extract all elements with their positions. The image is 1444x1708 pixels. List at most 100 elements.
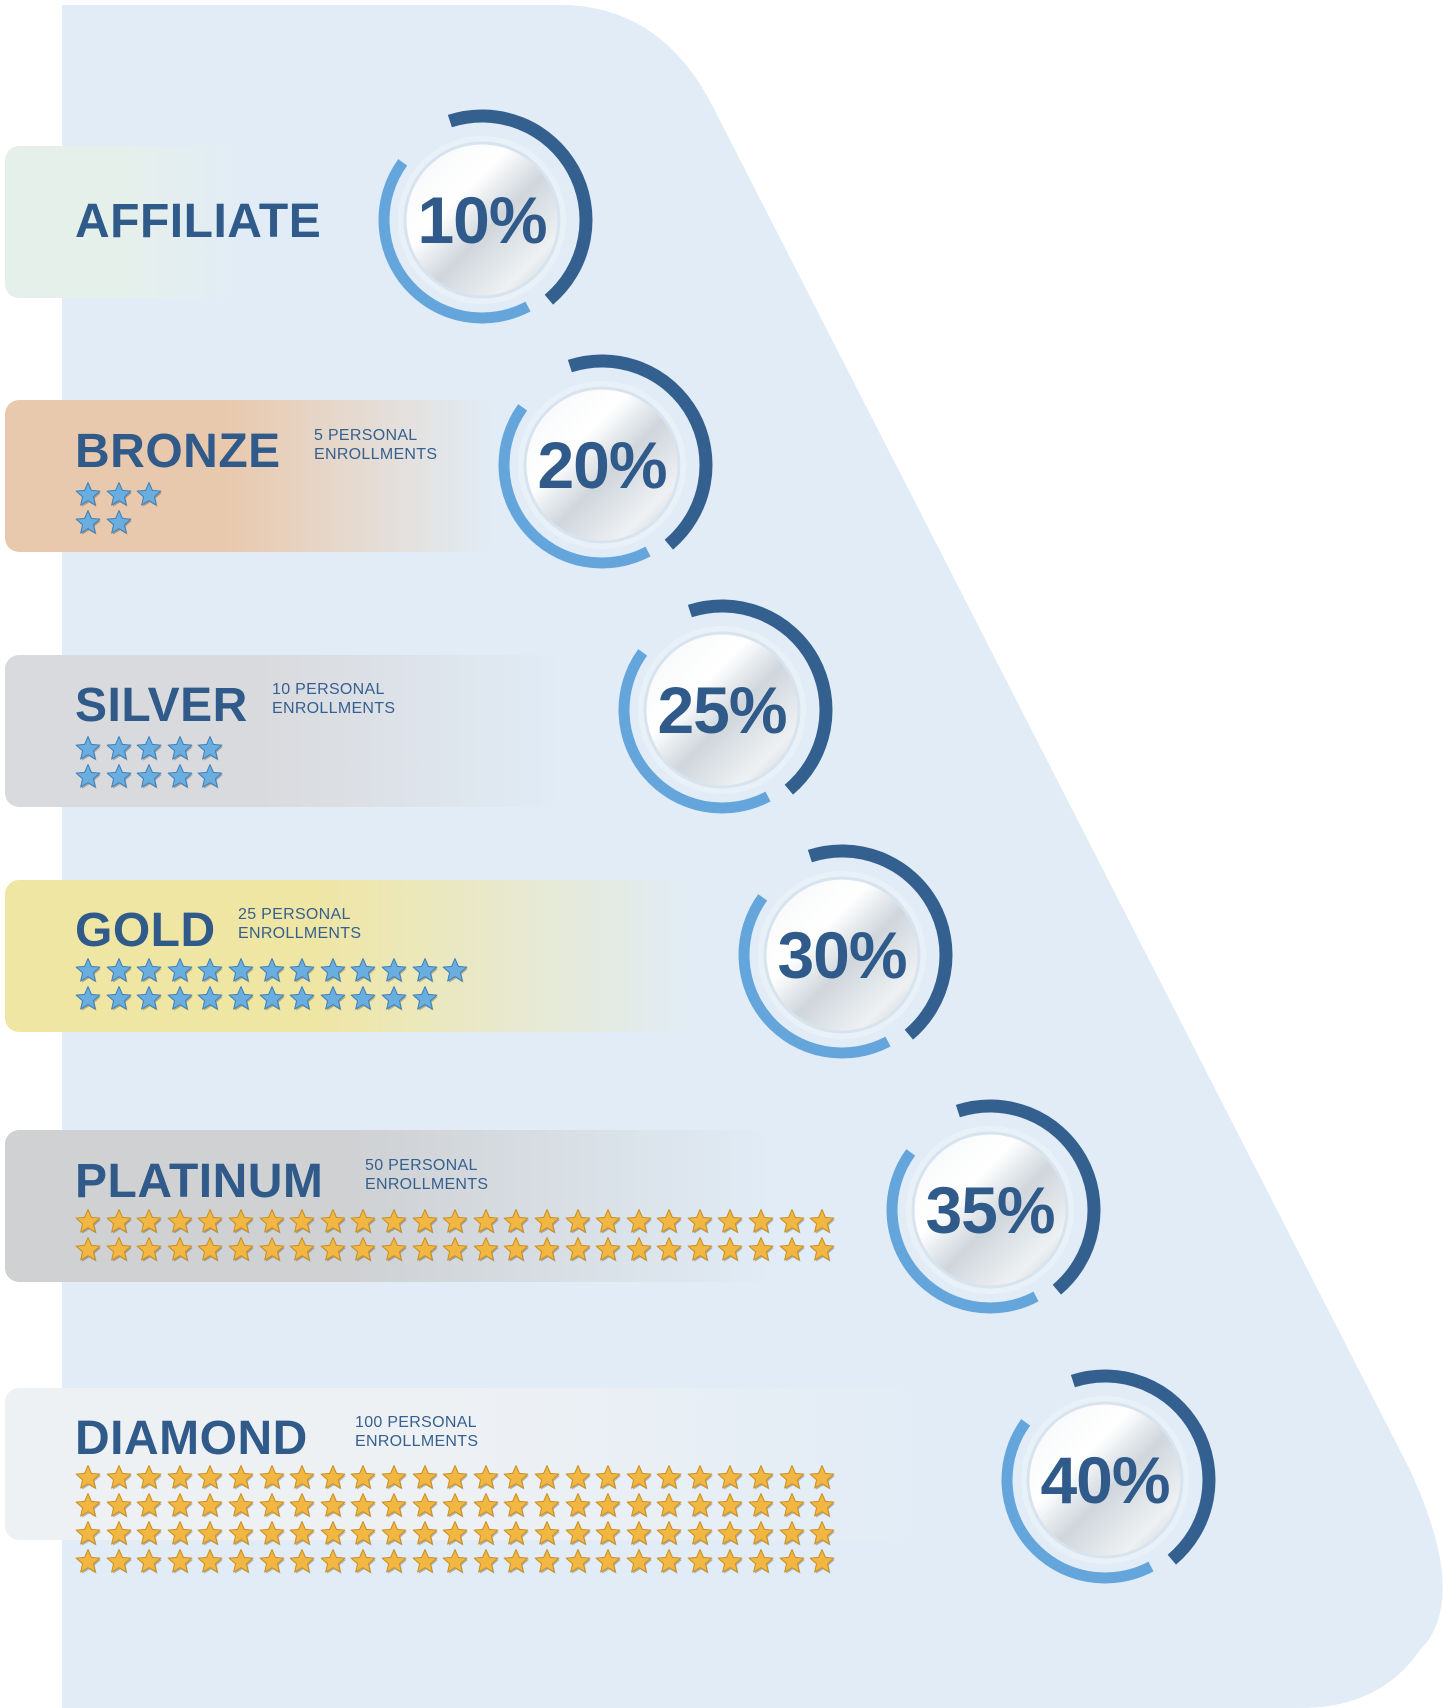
star-icon bbox=[106, 1549, 132, 1574]
star-icon bbox=[473, 1209, 499, 1234]
star-icon bbox=[106, 764, 132, 789]
star-icon bbox=[595, 1493, 622, 1518]
star-icon bbox=[167, 958, 193, 983]
percent-badge: 30% bbox=[722, 835, 962, 1075]
star-icon bbox=[198, 1209, 224, 1234]
percent-badge: 20% bbox=[482, 345, 722, 585]
star-icon bbox=[809, 1549, 836, 1574]
star-icon bbox=[442, 958, 469, 983]
star-icon bbox=[228, 1493, 254, 1518]
star-icon bbox=[75, 1209, 101, 1234]
star-icon bbox=[106, 1465, 132, 1490]
star-icon bbox=[136, 1465, 163, 1490]
star-icon bbox=[626, 1549, 652, 1574]
star-icon bbox=[136, 1493, 163, 1518]
star-icon bbox=[136, 736, 163, 761]
star-icon bbox=[167, 764, 193, 789]
star-icon bbox=[412, 1549, 438, 1574]
star-icon bbox=[289, 1549, 316, 1574]
star-icon bbox=[595, 1465, 622, 1490]
star-icon bbox=[167, 1549, 193, 1574]
star-icon bbox=[75, 736, 101, 761]
star-icon bbox=[626, 1493, 652, 1518]
star-icon bbox=[412, 1521, 438, 1546]
star-icon bbox=[320, 958, 346, 983]
percent-badge: 35% bbox=[870, 1090, 1110, 1330]
star-icon bbox=[198, 1465, 224, 1490]
star-icon bbox=[473, 1493, 499, 1518]
star-icon bbox=[626, 1237, 652, 1262]
star-icon bbox=[503, 1493, 530, 1518]
star-icon bbox=[626, 1465, 652, 1490]
star-icon bbox=[442, 1465, 469, 1490]
tier-requirement: 5 PERSONAL ENROLLMENTS bbox=[314, 426, 437, 464]
tier-requirement: 10 PERSONAL ENROLLMENTS bbox=[272, 680, 395, 718]
percent-badge: 25% bbox=[602, 590, 842, 830]
star-icon bbox=[503, 1465, 530, 1490]
star-icon bbox=[320, 1549, 346, 1574]
star-icon bbox=[718, 1493, 744, 1518]
star-icon bbox=[136, 1209, 163, 1234]
star-icon bbox=[136, 764, 163, 789]
star-icon bbox=[259, 1493, 285, 1518]
star-icon bbox=[748, 1209, 775, 1234]
star-icon bbox=[75, 1237, 101, 1262]
star-icon bbox=[718, 1465, 744, 1490]
star-row bbox=[75, 764, 228, 792]
star-icon bbox=[595, 1521, 622, 1546]
star-icon bbox=[779, 1493, 805, 1518]
star-icon bbox=[779, 1237, 805, 1262]
star-icon bbox=[381, 958, 407, 983]
star-icon bbox=[228, 986, 254, 1011]
star-icon bbox=[687, 1493, 713, 1518]
star-row bbox=[75, 1209, 840, 1237]
star-icon bbox=[748, 1521, 775, 1546]
percent-ring bbox=[886, 1099, 1101, 1314]
star-icon bbox=[350, 1493, 377, 1518]
percent-value: 25% bbox=[657, 673, 787, 747]
star-icon bbox=[809, 1237, 836, 1262]
star-icon bbox=[442, 1549, 469, 1574]
star-icon bbox=[198, 764, 224, 789]
star-icon bbox=[595, 1209, 622, 1234]
star-icon bbox=[534, 1493, 560, 1518]
star-icon bbox=[381, 1237, 407, 1262]
tier-band bbox=[5, 880, 695, 1032]
star-icon bbox=[106, 1237, 132, 1262]
percent-ring bbox=[498, 354, 713, 569]
star-row bbox=[75, 736, 228, 764]
star-icon bbox=[228, 1521, 254, 1546]
star-icon bbox=[442, 1493, 469, 1518]
star-grid bbox=[75, 482, 167, 538]
star-icon bbox=[350, 958, 377, 983]
star-row bbox=[75, 986, 473, 1014]
star-icon bbox=[136, 1549, 163, 1574]
star-icon bbox=[75, 1521, 101, 1546]
star-icon bbox=[656, 1549, 683, 1574]
star-icon bbox=[656, 1237, 683, 1262]
star-icon bbox=[381, 986, 407, 1011]
star-icon bbox=[503, 1209, 530, 1234]
star-icon bbox=[350, 1465, 377, 1490]
star-icon bbox=[106, 482, 132, 507]
star-row bbox=[75, 1237, 840, 1265]
star-icon bbox=[198, 736, 224, 761]
star-icon bbox=[167, 1493, 193, 1518]
percent-badge: 10% bbox=[362, 100, 602, 340]
star-icon bbox=[106, 736, 132, 761]
star-icon bbox=[687, 1209, 713, 1234]
star-icon bbox=[595, 1549, 622, 1574]
star-icon bbox=[809, 1465, 836, 1490]
star-icon bbox=[381, 1549, 407, 1574]
percent-ring bbox=[378, 109, 593, 324]
star-icon bbox=[167, 986, 193, 1011]
star-icon bbox=[565, 1549, 591, 1574]
star-row bbox=[75, 1549, 840, 1577]
star-icon bbox=[412, 1465, 438, 1490]
star-icon bbox=[473, 1549, 499, 1574]
star-icon bbox=[687, 1237, 713, 1262]
star-icon bbox=[565, 1521, 591, 1546]
star-icon bbox=[412, 986, 438, 1011]
requirement-line-1: 5 PERSONAL bbox=[314, 427, 418, 444]
star-grid bbox=[75, 1209, 840, 1265]
